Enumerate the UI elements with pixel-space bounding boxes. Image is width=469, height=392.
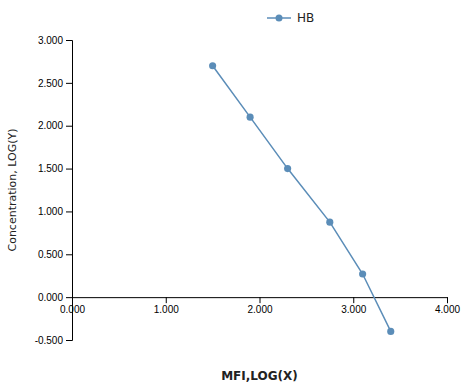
legend-marker (276, 15, 283, 22)
y-tick-mark (66, 40, 72, 41)
y-axis-line (66, 41, 73, 341)
chart: -0.500 0.000 0.500 1.000 1.500 2.000 2.500 3.00… (0, 0, 469, 392)
plot: -0.500 0.000 0.500 1.000 1.500 2.000 2.500 3.00… (35, 35, 461, 346)
marker (209, 62, 216, 69)
y-axis-title: Concentration, LOG(Y) (6, 128, 19, 251)
y-tick: 0.000 (38, 292, 72, 303)
legend: HB (267, 11, 314, 25)
y-tick-mark (66, 169, 72, 170)
y-axis: -0.500 0.000 0.500 1.000 1.500 2.000 2.500 3.00… (35, 35, 73, 346)
y-tick: 0.500 (38, 249, 72, 260)
y-tick-mark (66, 297, 72, 298)
x-tick: 0.000 (60, 297, 85, 315)
y-tick-label: -0.500 (35, 335, 64, 346)
y-tick-label: 1.000 (38, 206, 63, 217)
marker (387, 328, 394, 335)
x-tick-label: 0.000 (60, 304, 85, 315)
y-tick-mark (66, 254, 72, 255)
marks (209, 62, 394, 335)
y-tick-label: 3.000 (38, 35, 63, 46)
legend-item: HB (267, 11, 314, 25)
y-tick: -0.500 (35, 335, 72, 346)
y-tick-mark (66, 83, 72, 84)
x-tick-mark (260, 297, 261, 303)
y-tick-label: 0.500 (38, 249, 63, 260)
x-tick-mark (353, 297, 354, 303)
x-axis: 0.000 1.000 2.000 3.000 4.000 (60, 297, 460, 315)
y-tick: 2.000 (38, 120, 72, 131)
x-axis-title: MFI,LOG(X) (221, 369, 298, 383)
x-tick: 4.000 (435, 297, 460, 315)
y-tick-mark (66, 340, 72, 341)
x-tick: 3.000 (341, 297, 366, 315)
line (213, 66, 391, 332)
x-tick-label: 3.000 (341, 304, 366, 315)
y-tick: 1.500 (38, 163, 72, 174)
marker (326, 219, 333, 226)
x-tick-mark (447, 297, 448, 303)
y-tick-label: 2.000 (38, 120, 63, 131)
x-tick: 1.000 (154, 297, 179, 315)
x-tick-label: 1.000 (154, 304, 179, 315)
y-tick-label: 0.000 (38, 292, 63, 303)
x-tick-mark (72, 297, 73, 303)
marker (284, 165, 291, 172)
y-tick: 2.500 (38, 78, 72, 89)
x-axis-line (73, 298, 448, 304)
y-tick-label: 1.500 (38, 163, 63, 174)
x-tick-label: 2.000 (247, 304, 272, 315)
marker (247, 114, 254, 121)
x-tick: 2.000 (247, 297, 272, 315)
x-tick-label: 4.000 (435, 304, 460, 315)
y-tick-mark (66, 126, 72, 127)
y-tick: 3.000 (38, 35, 72, 46)
y-tick-mark (66, 211, 72, 212)
legend-label: HB (297, 11, 314, 25)
y-tick-label: 2.500 (38, 78, 63, 89)
x-tick-mark (166, 297, 167, 303)
marker (359, 270, 366, 277)
y-tick: 1.000 (38, 206, 72, 217)
